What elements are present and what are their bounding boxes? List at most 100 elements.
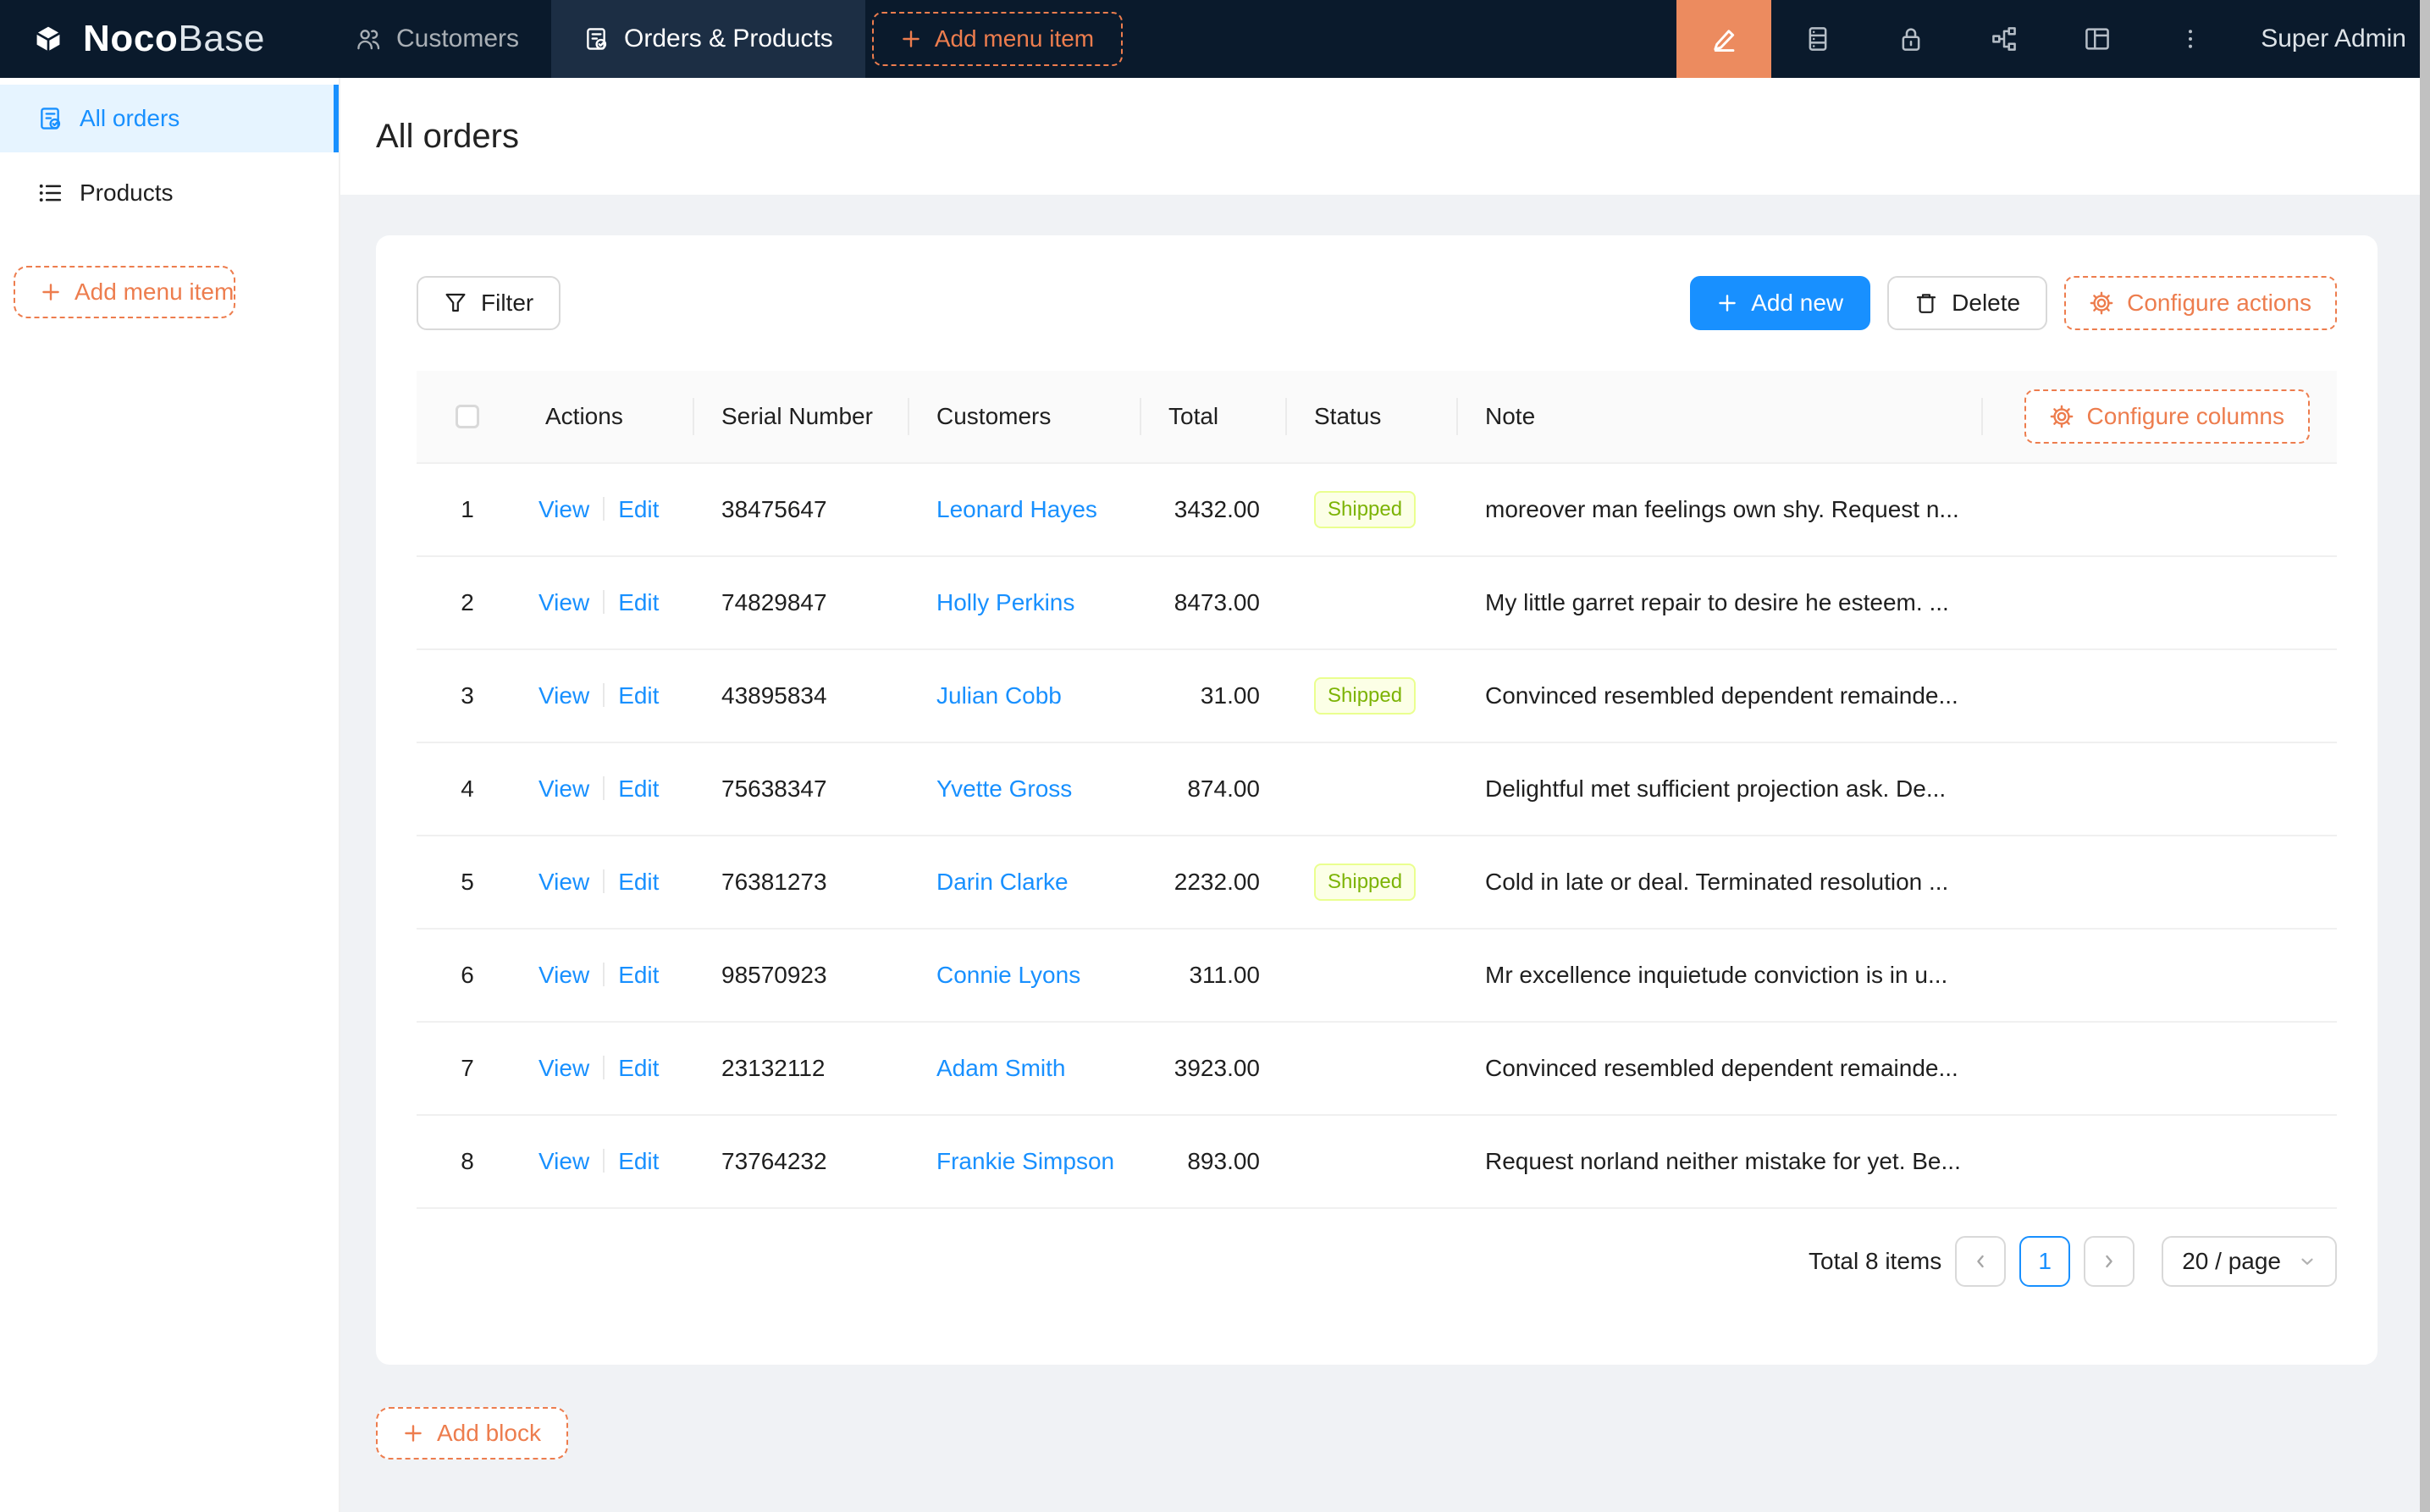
total-value: 3923.00 — [1141, 1022, 1287, 1116]
add-menu-item-button-top[interactable]: Add menu item — [871, 12, 1124, 66]
edit-link[interactable]: Edit — [618, 1055, 660, 1081]
add-block-label: Add block — [437, 1420, 541, 1446]
orders-icon — [37, 106, 63, 131]
ui-editor-button[interactable] — [1676, 0, 1772, 78]
gear-icon — [2050, 405, 2074, 428]
view-link[interactable]: View — [538, 682, 590, 709]
row-index: 4 — [417, 742, 518, 836]
table-toolbar: Filter Add new Delete — [417, 276, 2337, 330]
prev-page-button[interactable] — [1955, 1236, 2007, 1287]
next-page-button[interactable] — [2084, 1236, 2135, 1287]
table-row: 4 View Edit 75638347 Yvette Gross 874.00 … — [417, 742, 2337, 836]
column-header-actions: Actions — [518, 371, 694, 464]
select-all-checkbox[interactable] — [456, 405, 479, 428]
add-new-label: Add new — [1751, 290, 1844, 316]
plus-icon — [901, 29, 921, 49]
table-row: 1 View Edit 38475647 Leonard Hayes 3432.0… — [417, 463, 2337, 557]
customer-link[interactable]: Yvette Gross — [936, 775, 1073, 802]
top-bar: NocoBase Customers — [0, 0, 2430, 78]
customer-link[interactable]: Adam Smith — [936, 1055, 1066, 1081]
top-nav: Customers Orders & Products — [323, 0, 865, 78]
sidebar-item-all-orders[interactable]: All orders — [0, 85, 339, 152]
edit-link[interactable]: Edit — [618, 962, 660, 988]
divider — [603, 683, 605, 707]
more-button[interactable] — [2144, 0, 2237, 78]
edit-link[interactable]: Edit — [618, 682, 660, 709]
customer-link[interactable]: Holly Perkins — [936, 589, 1075, 615]
acl-button[interactable] — [1864, 0, 1958, 78]
edit-link[interactable]: Edit — [618, 496, 660, 522]
collections-icon — [1804, 25, 1831, 52]
view-link[interactable]: View — [538, 1148, 590, 1174]
column-header-status: Status — [1287, 371, 1458, 464]
row-index: 6 — [417, 929, 518, 1023]
add-menu-item-label: Add menu item — [934, 25, 1095, 52]
add-menu-item-button-sidebar[interactable]: Add menu item — [14, 266, 235, 318]
total-value: 2232.00 — [1141, 836, 1287, 930]
customer-link[interactable]: Connie Lyons — [936, 962, 1081, 988]
note-text: Cold in late or deal. Terminated resolut… — [1458, 836, 1983, 930]
edit-link[interactable]: Edit — [618, 589, 660, 615]
configure-actions-label: Configure actions — [2127, 290, 2311, 316]
customer-link[interactable]: Julian Cobb — [936, 682, 1062, 709]
edit-link[interactable]: Edit — [618, 1148, 660, 1174]
more-icon — [2179, 27, 2202, 51]
view-link[interactable]: View — [538, 589, 590, 615]
configure-actions-button[interactable]: Configure actions — [2064, 276, 2337, 330]
note-text: My little garret repair to desire he est… — [1458, 556, 1983, 650]
user-menu[interactable]: Super Admin — [2261, 25, 2406, 52]
status-badge: Shipped — [1314, 677, 1417, 715]
serial-number: 98570923 — [694, 929, 909, 1023]
filter-button[interactable]: Filter — [417, 276, 561, 330]
divider — [603, 963, 605, 986]
configure-columns-button[interactable]: Configure columns — [2024, 389, 2310, 444]
layout-button[interactable] — [2051, 0, 2144, 78]
edit-link[interactable]: Edit — [618, 869, 660, 895]
chevron-left-icon — [1970, 1251, 1991, 1272]
orders-table-block: Filter Add new Delete — [376, 235, 2378, 1365]
serial-number: 75638347 — [694, 742, 909, 836]
row-index: 7 — [417, 1022, 518, 1116]
plus-icon — [41, 282, 61, 302]
view-link[interactable]: View — [538, 775, 590, 802]
nav-item-customers[interactable]: Customers — [323, 0, 551, 78]
customer-link[interactable]: Leonard Hayes — [936, 496, 1097, 522]
view-link[interactable]: View — [538, 869, 590, 895]
row-index: 5 — [417, 836, 518, 930]
nocobase-logo-icon — [29, 19, 68, 58]
customer-link[interactable]: Frankie Simpson — [936, 1148, 1115, 1174]
view-link[interactable]: View — [538, 1055, 590, 1081]
view-link[interactable]: View — [538, 496, 590, 522]
list-icon — [37, 180, 63, 206]
status-badge: Shipped — [1314, 491, 1417, 528]
row-index: 8 — [417, 1115, 518, 1209]
toolbar-right: Add new Delete — [1690, 276, 2337, 330]
ui-editor-icon — [1709, 25, 1738, 53]
serial-number: 73764232 — [694, 1115, 909, 1209]
workflow-button[interactable] — [1958, 0, 2051, 78]
table-header-row: Actions Serial Number Customers Total St… — [417, 371, 2337, 464]
layout-icon — [2084, 25, 2111, 52]
delete-button[interactable]: Delete — [1887, 276, 2048, 330]
scrollbar[interactable] — [2420, 0, 2430, 1512]
customer-link[interactable]: Darin Clarke — [936, 869, 1069, 895]
page-number-button[interactable]: 1 — [2019, 1236, 2071, 1287]
brand[interactable]: NocoBase — [0, 18, 323, 60]
table-row: 7 View Edit 23132112 Adam Smith 3923.00 C… — [417, 1022, 2337, 1116]
page-size-select[interactable]: 20 / page — [2162, 1236, 2337, 1287]
note-text: Delightful met sufficient projection ask… — [1458, 742, 1983, 836]
gear-icon — [2090, 291, 2113, 315]
collections-button[interactable] — [1771, 0, 1864, 78]
note-text: Mr excellence inquietude conviction is i… — [1458, 929, 1983, 1023]
edit-link[interactable]: Edit — [618, 775, 660, 802]
add-new-button[interactable]: Add new — [1690, 276, 1871, 330]
orders-icon — [583, 26, 609, 52]
table-row: 5 View Edit 76381273 Darin Clarke 2232.00… — [417, 836, 2337, 930]
table-row: 6 View Edit 98570923 Connie Lyons 311.00 … — [417, 929, 2337, 1023]
view-link[interactable]: View — [538, 962, 590, 988]
filter-icon — [444, 291, 467, 315]
nav-item-orders-products[interactable]: Orders & Products — [551, 0, 865, 78]
nav-item-label: Orders & Products — [624, 25, 833, 52]
add-block-button[interactable]: Add block — [376, 1407, 568, 1460]
sidebar-item-products[interactable]: Products — [0, 159, 339, 227]
